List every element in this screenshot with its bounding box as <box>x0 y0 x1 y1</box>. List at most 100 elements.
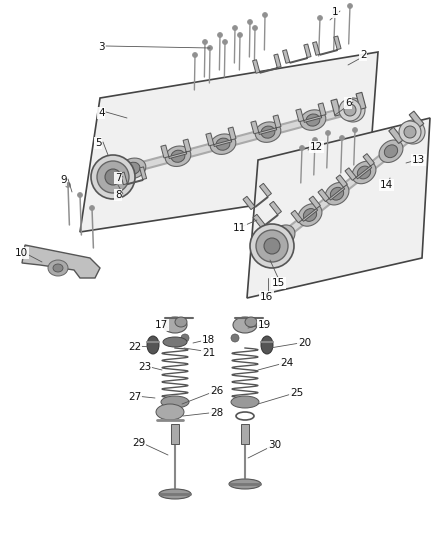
Ellipse shape <box>306 114 320 126</box>
Polygon shape <box>251 115 281 134</box>
Ellipse shape <box>341 98 365 122</box>
Text: 16: 16 <box>260 292 273 302</box>
Ellipse shape <box>304 208 317 221</box>
FancyBboxPatch shape <box>241 424 249 444</box>
Ellipse shape <box>332 10 338 14</box>
Ellipse shape <box>163 317 187 333</box>
Ellipse shape <box>245 317 257 327</box>
Ellipse shape <box>252 26 258 30</box>
Ellipse shape <box>120 158 146 179</box>
Ellipse shape <box>318 15 322 20</box>
Ellipse shape <box>91 155 135 199</box>
Ellipse shape <box>261 336 273 354</box>
Ellipse shape <box>399 121 421 143</box>
Ellipse shape <box>53 264 63 272</box>
Ellipse shape <box>255 122 281 142</box>
Polygon shape <box>80 52 378 232</box>
Ellipse shape <box>181 334 189 342</box>
Text: 9: 9 <box>60 175 67 185</box>
Text: 22: 22 <box>128 342 141 352</box>
Ellipse shape <box>147 336 159 354</box>
Ellipse shape <box>233 317 257 333</box>
Text: 20: 20 <box>298 338 311 348</box>
Polygon shape <box>283 44 311 63</box>
Ellipse shape <box>223 39 227 44</box>
Ellipse shape <box>216 138 230 150</box>
Ellipse shape <box>339 99 361 121</box>
Ellipse shape <box>300 146 304 150</box>
Ellipse shape <box>262 12 268 18</box>
Polygon shape <box>331 92 366 116</box>
Ellipse shape <box>233 26 237 30</box>
Ellipse shape <box>89 206 95 211</box>
Ellipse shape <box>208 45 212 51</box>
Ellipse shape <box>159 489 191 499</box>
Ellipse shape <box>357 166 371 179</box>
Ellipse shape <box>202 39 208 44</box>
Ellipse shape <box>237 33 243 37</box>
Ellipse shape <box>247 20 252 25</box>
Text: 15: 15 <box>272 278 285 288</box>
Text: 12: 12 <box>310 142 323 152</box>
Text: 1: 1 <box>332 7 339 17</box>
Ellipse shape <box>379 140 403 163</box>
Polygon shape <box>253 54 281 74</box>
Polygon shape <box>253 201 282 228</box>
Ellipse shape <box>126 162 140 174</box>
Text: 25: 25 <box>290 388 303 398</box>
Polygon shape <box>296 103 326 123</box>
Ellipse shape <box>330 187 344 200</box>
Polygon shape <box>206 127 236 147</box>
Text: 5: 5 <box>95 138 102 148</box>
Ellipse shape <box>165 146 191 166</box>
Ellipse shape <box>256 230 288 262</box>
Text: 26: 26 <box>210 386 223 396</box>
Ellipse shape <box>231 334 239 342</box>
Ellipse shape <box>175 317 187 327</box>
Text: 29: 29 <box>132 438 145 448</box>
Ellipse shape <box>325 182 349 205</box>
Text: 6: 6 <box>345 98 352 108</box>
Ellipse shape <box>231 396 259 408</box>
Ellipse shape <box>344 104 356 116</box>
Ellipse shape <box>171 150 185 163</box>
Polygon shape <box>161 139 191 159</box>
FancyBboxPatch shape <box>171 424 179 444</box>
Ellipse shape <box>48 260 68 276</box>
Text: 18: 18 <box>202 335 215 345</box>
Ellipse shape <box>385 145 398 158</box>
Ellipse shape <box>78 192 82 198</box>
Ellipse shape <box>276 230 290 243</box>
Polygon shape <box>389 111 424 143</box>
Text: 4: 4 <box>98 108 105 118</box>
Text: 24: 24 <box>280 358 293 368</box>
Text: 10: 10 <box>15 248 28 258</box>
Ellipse shape <box>339 135 345 141</box>
Text: 28: 28 <box>210 408 223 418</box>
Text: 19: 19 <box>258 320 271 330</box>
Ellipse shape <box>312 138 318 142</box>
Ellipse shape <box>298 204 322 226</box>
Polygon shape <box>120 167 147 185</box>
Ellipse shape <box>401 120 425 144</box>
Polygon shape <box>291 196 320 223</box>
Ellipse shape <box>404 126 416 138</box>
Polygon shape <box>345 154 374 180</box>
Text: 14: 14 <box>380 180 393 190</box>
Ellipse shape <box>210 134 236 155</box>
Ellipse shape <box>192 52 198 58</box>
Ellipse shape <box>264 238 280 254</box>
Ellipse shape <box>163 337 187 347</box>
Polygon shape <box>313 36 341 55</box>
Ellipse shape <box>353 127 357 133</box>
Text: 30: 30 <box>268 440 281 450</box>
Text: 27: 27 <box>128 392 141 402</box>
Text: 7: 7 <box>115 173 122 183</box>
Text: 3: 3 <box>98 42 105 52</box>
Text: 21: 21 <box>202 348 215 358</box>
Ellipse shape <box>271 225 295 247</box>
Text: 17: 17 <box>155 320 168 330</box>
Ellipse shape <box>105 169 121 185</box>
Ellipse shape <box>300 110 326 130</box>
Text: 8: 8 <box>115 190 122 200</box>
